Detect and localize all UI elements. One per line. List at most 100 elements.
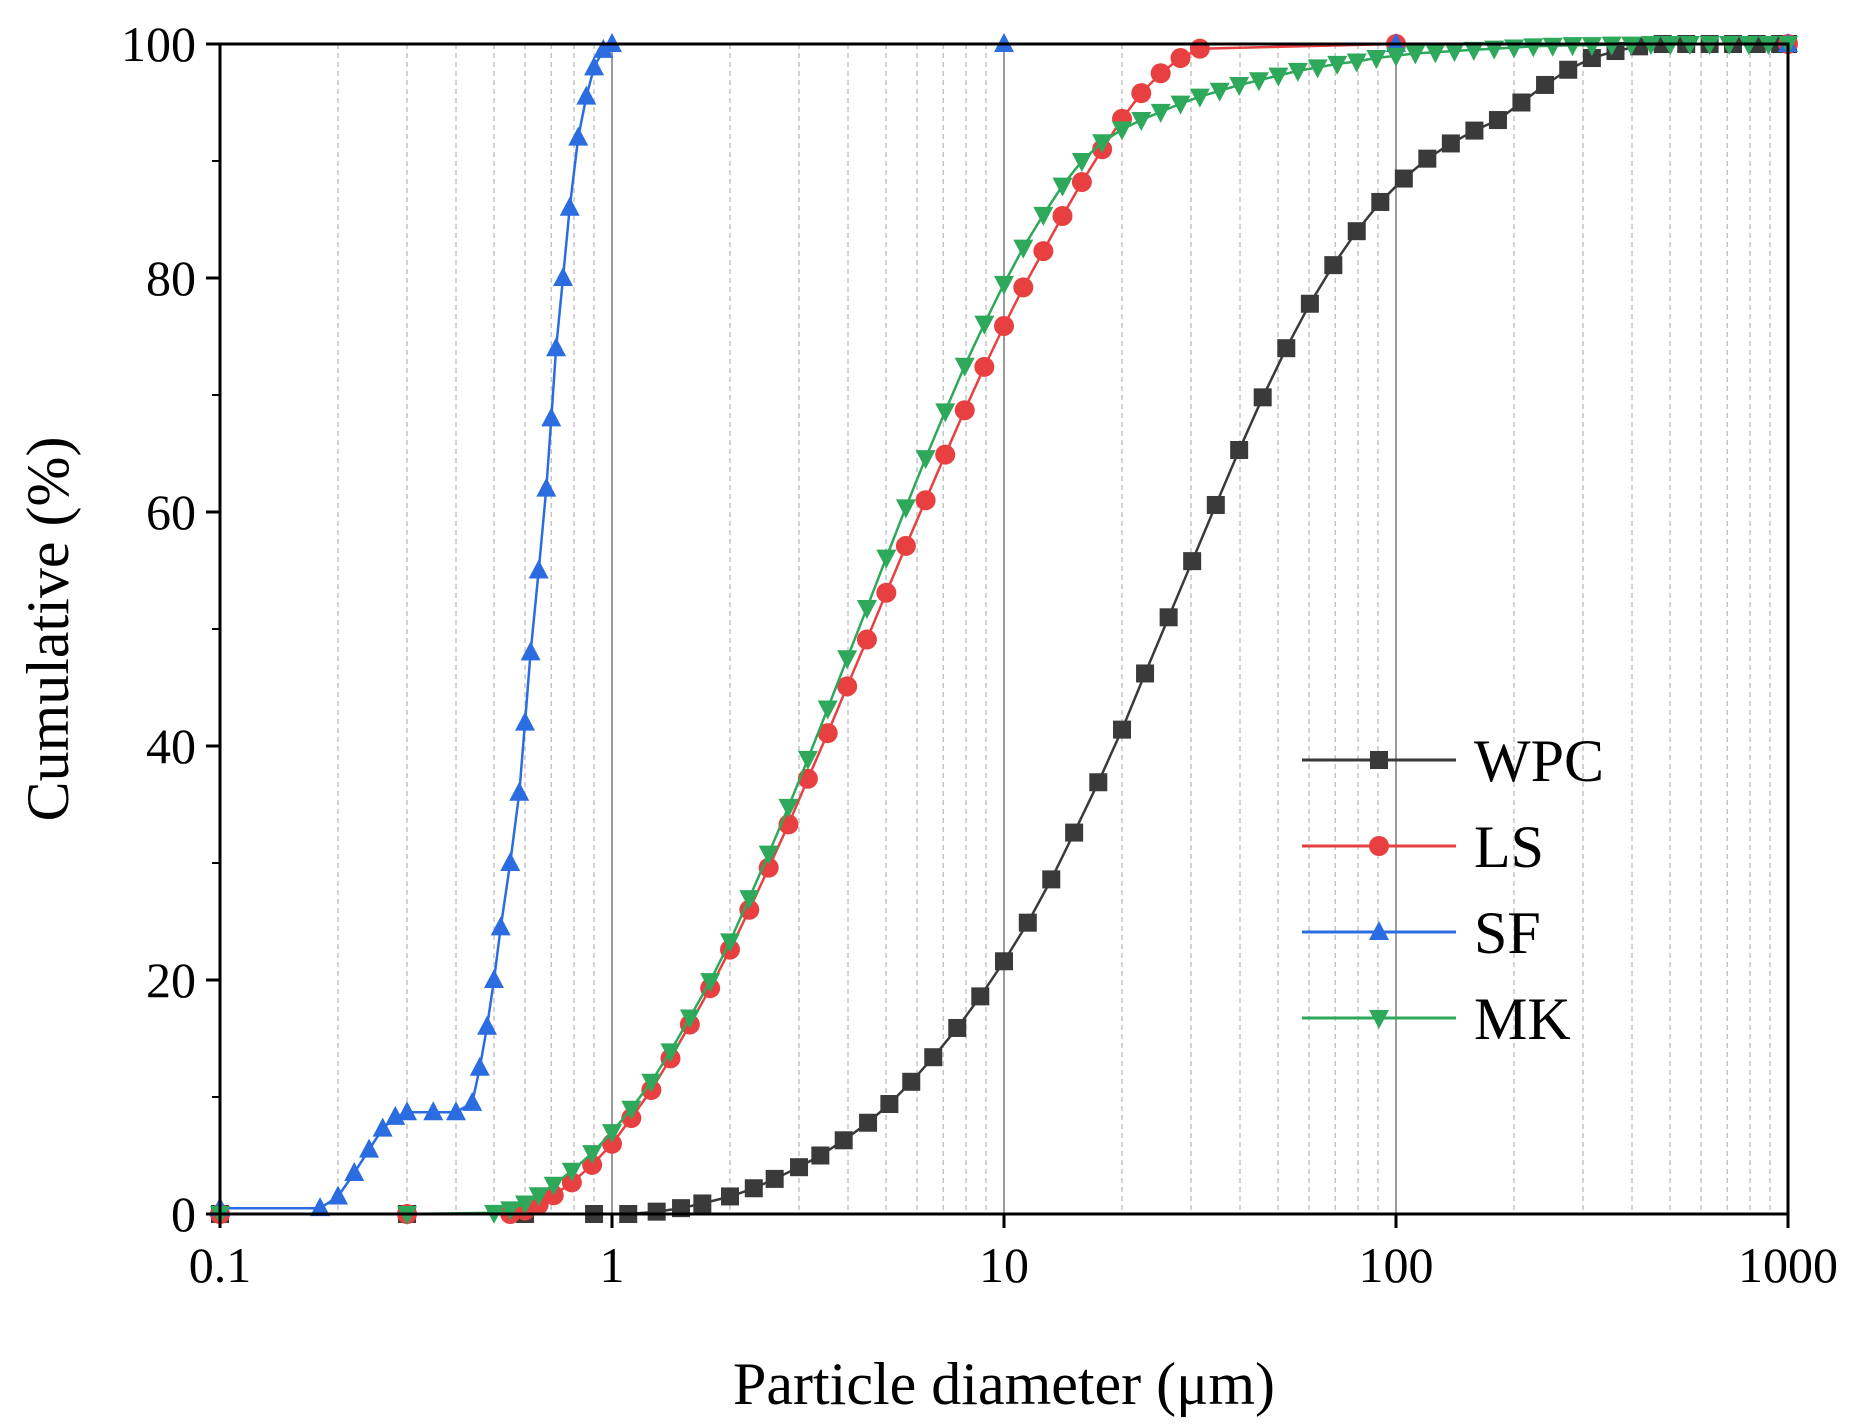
data-point-sf (553, 267, 574, 286)
data-point-mk (1229, 76, 1250, 96)
data-point-mk (1150, 103, 1171, 123)
data-point-ls (974, 356, 995, 377)
data-point-ls (876, 582, 897, 603)
data-point-mk (1092, 134, 1113, 154)
legend-label-sf: SF (1474, 900, 1541, 966)
data-point-wpc (1300, 294, 1319, 313)
legend-label-ls: LS (1474, 814, 1544, 880)
data-point-sf (483, 969, 504, 988)
x-tick-label: 10 (979, 1237, 1029, 1293)
data-point-ls (935, 444, 956, 465)
data-point-sf (469, 1056, 490, 1076)
data-point-mk (935, 403, 956, 423)
data-point-ls (915, 490, 936, 511)
data-point-wpc (1042, 870, 1061, 889)
y-tick-label: 80 (146, 250, 196, 306)
data-point-mk (758, 845, 779, 865)
data-point-wpc (1065, 823, 1084, 842)
data-point-mk (1248, 72, 1269, 92)
data-point-sf (462, 1091, 483, 1111)
data-point-wpc (859, 1113, 878, 1132)
data-point-ls (1033, 241, 1054, 262)
data-point-mk (876, 549, 897, 569)
data-point-mk (679, 1009, 700, 1029)
data-point-mk (1189, 88, 1210, 108)
x-tick-label: 100 (1359, 1237, 1434, 1293)
data-point-sf (576, 85, 597, 105)
data-point-wpc (811, 1146, 830, 1165)
data-point-wpc (1324, 256, 1343, 275)
data-point-mk (1268, 67, 1289, 87)
data-point-wpc (1536, 75, 1555, 94)
x-tick-label: 1 (600, 1237, 625, 1293)
data-point-ls (994, 315, 1014, 336)
data-point-wpc (948, 1018, 967, 1037)
y-axis-title: Cumulative (%) (15, 437, 81, 822)
data-point-ls (561, 1172, 582, 1193)
data-point-mk (1562, 37, 1583, 57)
data-point-wpc (1136, 664, 1155, 683)
data-point-ls (1052, 205, 1073, 226)
data-point-wpc (1371, 192, 1390, 211)
data-point-ls (582, 1154, 603, 1175)
data-point-mk (1033, 206, 1054, 226)
data-point-wpc (1418, 149, 1437, 168)
data-point-mk (660, 1043, 681, 1063)
data-point-mk (1444, 43, 1465, 63)
data-point-mk (1581, 37, 1602, 57)
data-point-mk (915, 450, 936, 470)
data-point-sf (546, 337, 567, 357)
data-point-sf (359, 1138, 380, 1158)
data-point-sf (477, 1015, 498, 1035)
data-point-mk (1209, 82, 1230, 102)
data-point-wpc (902, 1072, 921, 1091)
legend-item-sf: SF (1302, 900, 1541, 966)
data-point-wpc (744, 1179, 763, 1198)
data-point-wpc (1488, 111, 1507, 130)
data-point-wpc (924, 1048, 943, 1067)
data-point-mk (1052, 177, 1073, 197)
axes-layer: 0.1 1 10 100 1000 0 20 40 60 80 100 (121, 16, 1838, 1293)
data-point-mk (974, 315, 995, 335)
data-point-sf (541, 407, 562, 427)
data-point-sf (584, 56, 605, 76)
legend-item-wpc: WPC (1302, 728, 1604, 794)
data-point-ls (817, 723, 838, 744)
data-point-sf (568, 126, 589, 146)
data-point-mk (1621, 36, 1642, 56)
data-point-wpc (1253, 388, 1272, 407)
data-point-mk (1287, 62, 1308, 82)
legend-marker-wpc (1370, 751, 1388, 769)
data-point-mk (1386, 47, 1406, 67)
data-point-mk (1071, 153, 1092, 172)
data-point-wpc (995, 952, 1013, 971)
data-point-mk (739, 890, 760, 910)
data-point-mk (797, 750, 818, 770)
data-point-wpc (1277, 339, 1296, 358)
data-point-wpc (647, 1202, 666, 1221)
data-point-mk (1601, 36, 1622, 56)
data-point-mk (561, 1162, 582, 1182)
y-tick-label: 0 (171, 1186, 196, 1242)
legend-label-mk: MK (1474, 986, 1571, 1052)
data-point-ls (1170, 48, 1191, 69)
data-point-mk (528, 1187, 549, 1207)
data-point-sf (372, 1117, 393, 1137)
data-point-sf (446, 1101, 467, 1121)
data-point-ls (954, 400, 975, 421)
data-point-mk (1542, 37, 1563, 57)
data-point-sf (515, 711, 536, 731)
data-point-mk (720, 933, 741, 953)
data-point-wpc (1394, 169, 1413, 188)
legend-marker-ls (1369, 836, 1389, 856)
data-point-ls (1131, 83, 1152, 104)
legend-item-mk: MK (1302, 986, 1571, 1052)
data-point-wpc (880, 1095, 899, 1114)
data-point-mk (1346, 53, 1367, 73)
series-wpc (211, 35, 1797, 1223)
data-point-wpc (790, 1158, 809, 1177)
data-point-wpc (1559, 60, 1578, 79)
data-point-sf (328, 1185, 349, 1205)
data-point-mk (543, 1176, 564, 1196)
data-point-mk (1425, 44, 1446, 64)
